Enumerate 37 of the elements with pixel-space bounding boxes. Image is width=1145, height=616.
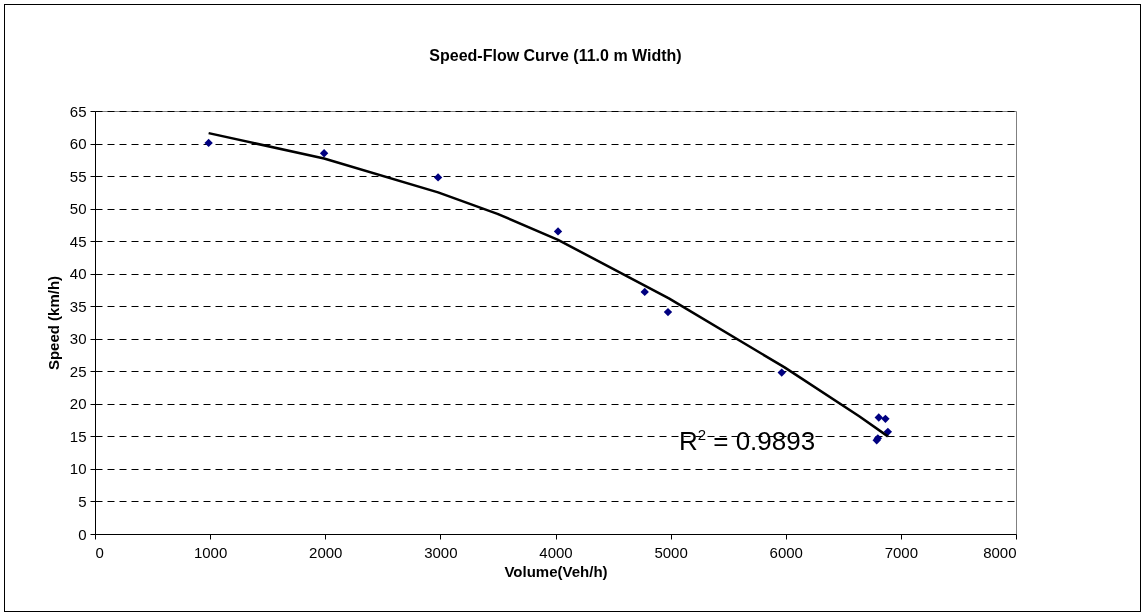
x-tick-label: 7000 xyxy=(884,543,919,561)
y-tick-label: 0 xyxy=(78,525,87,543)
annotation: R$^{2}$ = 0.9893 xyxy=(678,426,816,458)
x-tick-label: 0 xyxy=(95,543,104,561)
point xyxy=(663,307,673,317)
point xyxy=(640,287,649,297)
point xyxy=(553,227,563,236)
y-tick-label: 10 xyxy=(69,460,87,478)
point xyxy=(874,413,883,422)
x-tick-label: 6000 xyxy=(769,543,803,561)
y-tick-label: 35 xyxy=(69,297,87,315)
y-tick-label: 40 xyxy=(69,265,87,283)
y-tick-label: 30 xyxy=(69,330,87,348)
point xyxy=(204,138,213,148)
y-tick-label: 5 xyxy=(78,492,87,510)
y-tick-label: 15 xyxy=(69,427,87,445)
y-tick-label: 20 xyxy=(69,395,87,413)
x-tick-label: 5000 xyxy=(654,543,688,561)
x-axis-title: Volume(Veh/h) xyxy=(504,562,608,580)
y-tick-label: 60 xyxy=(69,135,87,153)
x-tick-label: 2000 xyxy=(309,543,343,561)
y-axis-title: Speed (km/h) xyxy=(44,275,62,371)
y-tick-label: 55 xyxy=(69,167,87,185)
x-tick-label: 1000 xyxy=(193,543,228,561)
chart-title: Speed-Flow Curve (11.0 m Width) xyxy=(429,47,682,64)
x-tick-label: 3000 xyxy=(424,543,458,561)
y-tick-label: 50 xyxy=(69,200,87,218)
point xyxy=(881,414,890,423)
y-tick-label: 45 xyxy=(69,232,87,250)
point xyxy=(777,368,786,377)
point xyxy=(319,149,329,158)
y-tick-label: 25 xyxy=(69,362,87,380)
point xyxy=(883,427,893,437)
point xyxy=(433,173,443,182)
x-tick-label: 4000 xyxy=(539,543,573,561)
y-tick-label: 65 xyxy=(69,102,87,120)
x-tick-label: 8000 xyxy=(983,543,1017,561)
